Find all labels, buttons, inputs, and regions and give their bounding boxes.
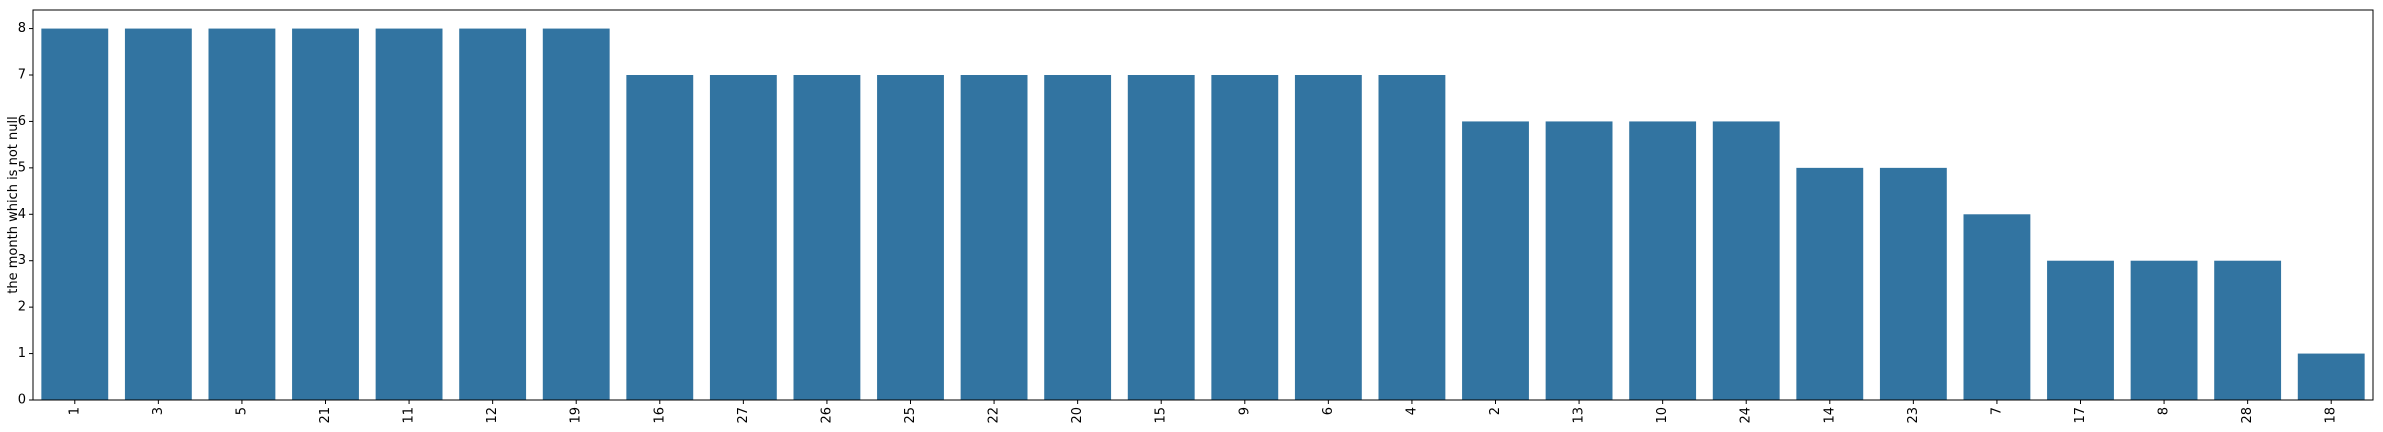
bars-group: [41, 28, 2365, 401]
y-tick-label: 1: [18, 346, 26, 361]
x-tick-label: 7: [1989, 407, 2004, 415]
bar-1: [41, 28, 109, 400]
y-axis-label: the month which is not null: [6, 116, 21, 293]
bar-28: [2214, 260, 2282, 400]
bar-22: [960, 75, 1028, 400]
x-tick-label: 22: [987, 407, 1002, 424]
bar-25: [877, 75, 944, 400]
bar-14: [1796, 167, 1864, 400]
bar-13: [1545, 121, 1613, 401]
bar-7: [1963, 214, 2031, 400]
bar-8: [2130, 260, 2198, 400]
y-tick-label: 7: [18, 68, 26, 83]
y-tick-label: 3: [18, 253, 26, 268]
y-tick-label: 5: [18, 160, 26, 175]
bar-9: [1211, 75, 1279, 400]
x-tick-label: 24: [1739, 407, 1754, 424]
x-tick-label: 2: [1488, 407, 1503, 415]
x-tick-label: 1: [67, 407, 82, 415]
x-tick-label: 21: [318, 407, 333, 424]
bar-3: [124, 28, 192, 400]
bar-18: [2297, 353, 2365, 400]
x-tick-label: 9: [1237, 407, 1252, 415]
x-tick-label: 8: [2157, 407, 2172, 415]
x-tick-label: 25: [903, 407, 918, 424]
x-tick-label: 19: [569, 407, 584, 424]
bar-6: [1294, 75, 1362, 400]
y-tick-label: 2: [18, 300, 26, 315]
x-tick-label: 10: [1655, 407, 1670, 424]
x-tick-label: 13: [1572, 407, 1587, 424]
x-axis-ticks: 1 3 5 21 11 12 19 16 27 26 25 22 20 15 9 6 4 2 13 10 24 14 23 7…: [67, 400, 2339, 424]
x-tick-label: 6: [1321, 407, 1336, 415]
x-tick-label: 14: [1822, 407, 1837, 424]
x-tick-label: 23: [1906, 407, 1921, 424]
bar-19: [542, 28, 610, 400]
bar-5: [208, 28, 276, 400]
bar-12: [459, 28, 527, 400]
y-tick-label: 4: [18, 207, 26, 222]
y-tick-label: 0: [18, 393, 26, 408]
x-tick-label: 18: [2324, 407, 2339, 424]
plot-frame: [32, 9, 2374, 401]
y-tick-label: 8: [18, 21, 26, 36]
bar-10: [1629, 121, 1697, 401]
bar-4: [1378, 75, 1446, 400]
x-tick-label: 16: [652, 407, 667, 424]
x-tick-label: 15: [1154, 407, 1169, 424]
bar-20: [1044, 75, 1112, 400]
bar-26: [793, 75, 861, 400]
x-tick-label: 5: [234, 407, 249, 415]
x-tick-label: 27: [736, 407, 751, 424]
bar-15: [1127, 75, 1195, 400]
y-tick-label: 6: [18, 114, 26, 129]
bar-27: [709, 75, 777, 400]
y-axis-ticks: 0 1 2 3 4 5 6 7 8: [18, 21, 33, 408]
bar-24: [1712, 121, 1780, 401]
bar-2: [1462, 121, 1529, 401]
x-tick-label: 4: [1404, 407, 1419, 415]
x-tick-label: 20: [1070, 407, 1085, 424]
bar-11: [375, 28, 443, 400]
x-tick-label: 11: [402, 407, 417, 424]
x-tick-label: 28: [2240, 407, 2255, 424]
x-tick-label: 17: [2073, 407, 2088, 424]
x-tick-label: 3: [151, 407, 166, 415]
bar-17: [2047, 260, 2114, 400]
x-tick-label: 26: [819, 407, 834, 424]
bar-16: [626, 75, 694, 400]
x-tick-label: 12: [485, 407, 500, 424]
bar-23: [1879, 167, 1947, 400]
bar-21: [292, 28, 359, 400]
